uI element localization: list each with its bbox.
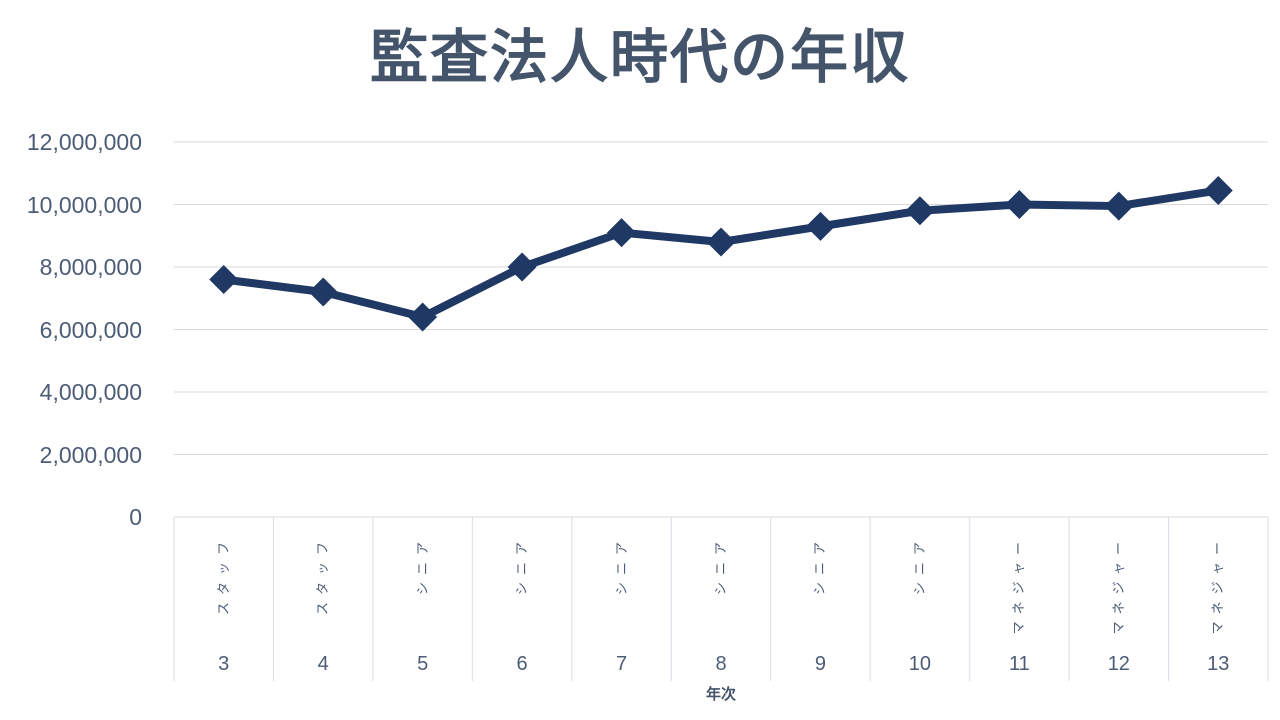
data-point-marker: [1104, 191, 1134, 221]
category-year-label: 8: [715, 653, 727, 675]
category-year-label: 4: [317, 653, 329, 675]
data-point-marker: [1004, 190, 1034, 219]
category-role-label: スタッフ: [315, 535, 331, 616]
y-axis-tick-label: 6,000,000: [39, 316, 142, 343]
category-year-label: 7: [615, 653, 628, 675]
category-year-label: 13: [1207, 653, 1230, 675]
category-role-label: マネジャー: [1210, 535, 1226, 635]
category-role-label: スタッフ: [215, 535, 231, 616]
data-point-marker: [607, 218, 637, 248]
category-role-label: シニア: [613, 535, 629, 596]
category-year-label: 9: [814, 653, 827, 675]
category-role-label: シニア: [514, 535, 530, 596]
category-role-label: シニア: [713, 535, 728, 596]
chart-title: 監査法人時代の年収: [369, 25, 910, 90]
data-point-marker: [507, 252, 537, 282]
category-year-label: 6: [516, 653, 528, 675]
category-year-label: 11: [1008, 653, 1030, 675]
y-axis-tick-label: 4,000,000: [39, 379, 142, 405]
category-year-label: 3: [218, 653, 230, 675]
y-axis-tick-label: 10,000,000: [26, 191, 142, 218]
data-point-marker: [209, 265, 239, 294]
data-point-marker: [308, 277, 338, 307]
x-axis-title: 年次: [705, 686, 736, 703]
y-axis-tick-label: 12,000,000: [26, 129, 142, 155]
category-role-label: シニア: [812, 535, 828, 596]
category-role-label: シニア: [911, 535, 927, 596]
category-role-label: マネジャー: [1011, 535, 1027, 635]
category-role-label: マネジャー: [1110, 535, 1126, 635]
category-role-label: シニア: [414, 535, 430, 596]
data-point-marker: [1203, 175, 1233, 205]
data-point-marker: [706, 227, 736, 257]
category-year-label: 5: [417, 653, 429, 675]
y-axis-tick-label: 0: [129, 504, 142, 530]
data-point-marker: [905, 196, 935, 226]
y-axis-tick-label: 2,000,000: [39, 441, 142, 468]
data-point-marker: [805, 211, 835, 241]
category-year-label: 12: [1107, 653, 1130, 675]
y-axis-tick-label: 8,000,000: [39, 254, 142, 280]
data-point-marker: [408, 302, 438, 332]
category-year-label: 10: [908, 653, 932, 675]
